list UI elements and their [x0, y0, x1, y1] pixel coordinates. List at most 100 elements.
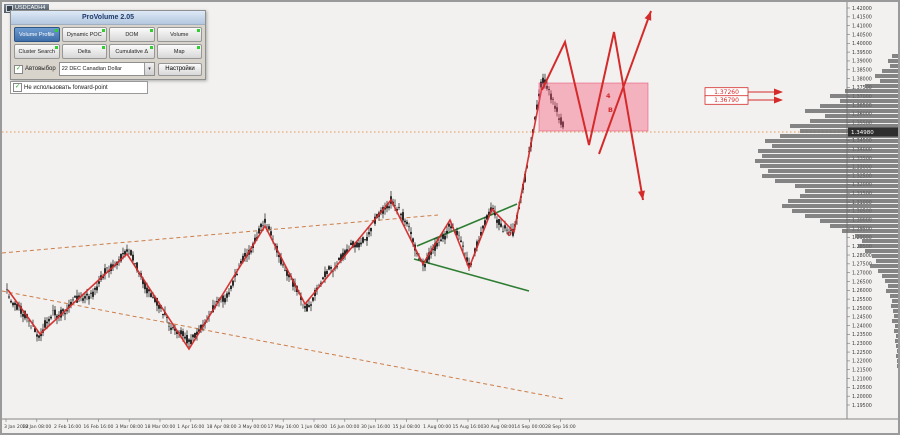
volume-profile: [755, 54, 898, 368]
candlesticks: [6, 73, 564, 348]
svg-text:1.25000: 1.25000: [852, 306, 872, 312]
svg-text:18 Jan 08:00: 18 Jan 08:00: [22, 424, 51, 430]
svg-text:1.21500: 1.21500: [852, 368, 872, 374]
green-trendlines[interactable]: [413, 203, 530, 292]
panel-button-cumulative[interactable]: Cumulative Δ: [109, 44, 155, 59]
svg-text:28 Sep 16:00: 28 Sep 16:00: [545, 424, 576, 430]
panel-title-bar[interactable]: ProVolume 2.05: [11, 11, 205, 25]
panel-button-dom[interactable]: DOM: [109, 27, 155, 42]
svg-text:3 May 00:00: 3 May 00:00: [238, 424, 267, 430]
panel-button-delta[interactable]: Delta: [61, 44, 107, 59]
forward-point-label: Не использовать forward-point: [24, 84, 108, 91]
dashed-trendlines[interactable]: [2, 214, 565, 400]
panel-button-label: Volume: [170, 31, 189, 38]
svg-text:1 Aug 00:00: 1 Aug 00:00: [423, 424, 451, 430]
svg-text:17 May 16:00: 17 May 16:00: [267, 424, 299, 430]
chart-symbol-title: USDCADH4: [15, 5, 46, 11]
svg-text:18 Mar 00:00: 18 Mar 00:00: [145, 424, 176, 430]
svg-text:1.37260: 1.37260: [714, 89, 739, 96]
svg-text:2 Feb 16:00: 2 Feb 16:00: [54, 424, 81, 430]
svg-text:1.26000: 1.26000: [852, 288, 872, 294]
svg-text:1.35500: 1.35500: [852, 120, 872, 126]
svg-text:1.37500: 1.37500: [852, 85, 872, 91]
svg-text:1.39500: 1.39500: [852, 50, 872, 56]
level-label-box: [704, 95, 749, 105]
svg-text:30 Aug 08:00: 30 Aug 08:00: [483, 424, 514, 430]
current-price-tag: 1.34980: [848, 127, 898, 137]
panel-button-volume[interactable]: Volume: [156, 27, 202, 42]
svg-text:4: 4: [606, 92, 611, 100]
wave-labels: 0 4 B: [507, 92, 613, 238]
led-indicator-icon: [102, 46, 105, 49]
svg-text:16 Feb 16:00: 16 Feb 16:00: [83, 424, 113, 430]
svg-text:15 Jul 08:00: 15 Jul 08:00: [393, 424, 421, 430]
panel-button-row-1: Volume Profile Dynamic POC DOM Volume: [11, 25, 205, 42]
svg-text:1.28000: 1.28000: [852, 253, 872, 259]
led-indicator-icon: [149, 29, 153, 32]
svg-text:1.24000: 1.24000: [852, 323, 872, 329]
svg-text:1.24500: 1.24500: [852, 315, 872, 321]
svg-text:1 Jun 08:00: 1 Jun 08:00: [301, 424, 327, 430]
svg-text:1.21000: 1.21000: [852, 376, 872, 382]
panel-button-label: DOM: [125, 31, 139, 38]
svg-text:16 Jun 00:00: 16 Jun 00:00: [330, 424, 359, 430]
panel-button-label: Volume Profile: [19, 31, 55, 38]
panel-controls-row: ✓ Автовыбор 22 DEC Canadian Dollar ▾ Нас…: [11, 59, 205, 79]
svg-text:1.23000: 1.23000: [852, 341, 872, 347]
panel-button-map[interactable]: Map: [156, 44, 202, 59]
provolume-panel: ProVolume 2.05 Volume Profile Dynamic POC…: [10, 10, 206, 94]
panel-button-volume-profile[interactable]: Volume Profile: [14, 27, 60, 42]
svg-text:18 Apr 08:00: 18 Apr 08:00: [207, 424, 237, 430]
chart-symbol-chip: USDCADH4: [4, 4, 50, 13]
projection-lines[interactable]: [541, 10, 652, 201]
instrument-select[interactable]: 22 DEC Canadian Dollar ▾: [58, 62, 155, 76]
zigzag-wave-line[interactable]: [7, 86, 543, 351]
panel-button-row-2: Cluster Search Delta Cumulative Δ Map: [11, 42, 205, 59]
panel-button-label: Cumulative Δ: [115, 48, 149, 55]
svg-text:1.29000: 1.29000: [852, 235, 872, 241]
led-indicator-icon: [54, 29, 58, 32]
autoselect-checkbox[interactable]: ✓ Автовыбор: [14, 64, 56, 74]
svg-text:1.22000: 1.22000: [852, 359, 872, 365]
panel-button-cluster-search[interactable]: Cluster Search: [14, 44, 60, 59]
settings-button[interactable]: Настройки: [158, 62, 202, 76]
svg-text:3 Jan 2022: 3 Jan 2022: [4, 424, 29, 430]
svg-text:0: 0: [507, 230, 512, 238]
svg-text:1.41000: 1.41000: [852, 23, 872, 29]
svg-text:1.38500: 1.38500: [852, 68, 872, 74]
panel-button-dynamic-poc[interactable]: Dynamic POC: [61, 27, 107, 42]
svg-text:1.38000: 1.38000: [852, 76, 872, 82]
svg-text:1.25500: 1.25500: [852, 297, 872, 303]
panel-button-label: Map: [173, 48, 185, 55]
checkbox-check-icon: ✓: [14, 64, 23, 74]
autoselect-label: Автовыбор: [25, 66, 56, 72]
svg-text:1.27500: 1.27500: [852, 262, 872, 268]
svg-text:1.41500: 1.41500: [852, 15, 872, 21]
chevron-down-icon: ▾: [144, 63, 154, 75]
panel-button-label: Cluster Search: [18, 48, 55, 55]
svg-text:1.26500: 1.26500: [852, 279, 872, 285]
svg-text:1.27000: 1.27000: [852, 270, 872, 276]
panel-button-label: Delta: [77, 48, 91, 55]
led-indicator-icon: [197, 46, 200, 49]
svg-text:1.34980: 1.34980: [851, 130, 874, 136]
svg-text:1.40500: 1.40500: [852, 32, 872, 38]
led-indicator-icon: [54, 46, 58, 49]
led-indicator-icon: [149, 46, 153, 49]
svg-text:1.33500: 1.33500: [852, 156, 872, 162]
svg-text:1.20500: 1.20500: [852, 385, 872, 391]
svg-text:15 Aug 16:00: 15 Aug 16:00: [453, 424, 484, 430]
svg-text:14 Sep 00:00: 14 Sep 00:00: [514, 424, 545, 430]
svg-text:1.19500: 1.19500: [852, 403, 872, 409]
svg-text:B: B: [608, 106, 613, 114]
svg-text:1.40000: 1.40000: [852, 41, 872, 47]
forward-point-option[interactable]: ✓ Не использовать forward-point: [10, 81, 148, 94]
led-indicator-icon: [102, 29, 105, 32]
chart-icon: [6, 5, 13, 12]
checkbox-check-icon: ✓: [13, 83, 22, 92]
svg-text:1.39000: 1.39000: [852, 59, 872, 65]
